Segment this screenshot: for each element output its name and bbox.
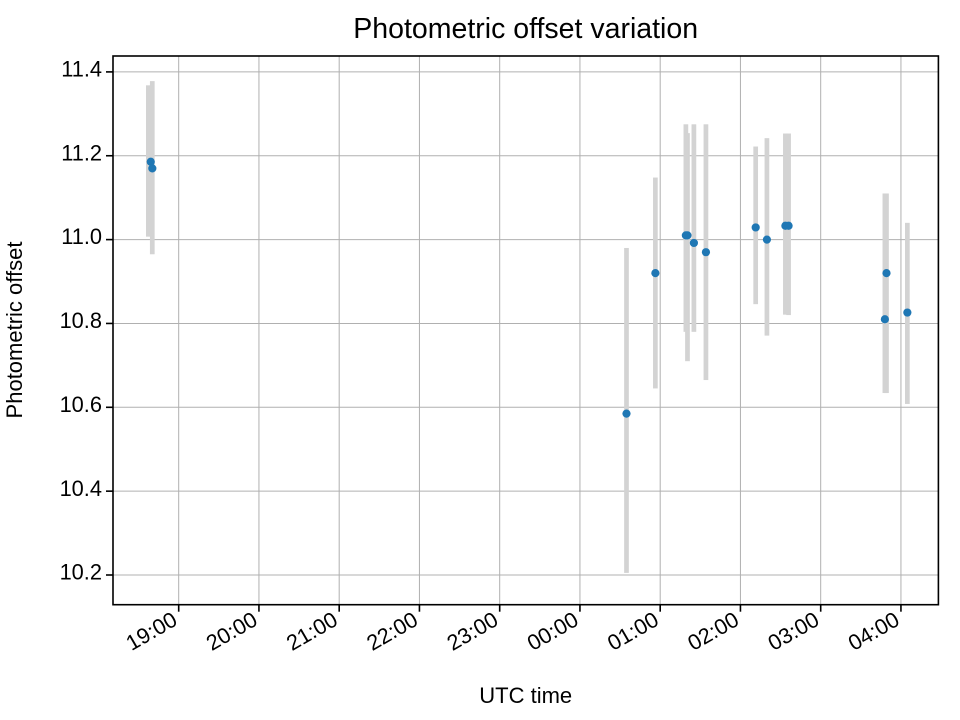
svg-text:Photometric offset variation: Photometric offset variation [353, 13, 698, 45]
svg-text:11.2: 11.2 [61, 140, 102, 165]
svg-text:11.0: 11.0 [61, 224, 102, 249]
svg-text:10.6: 10.6 [60, 392, 102, 417]
svg-text:10.8: 10.8 [60, 308, 102, 333]
svg-text:UTC time: UTC time [479, 683, 572, 708]
svg-text:11.4: 11.4 [61, 57, 102, 82]
svg-text:10.4: 10.4 [60, 476, 102, 501]
svg-text:10.2: 10.2 [60, 560, 102, 585]
svg-text:Photometric offset: Photometric offset [2, 242, 27, 419]
